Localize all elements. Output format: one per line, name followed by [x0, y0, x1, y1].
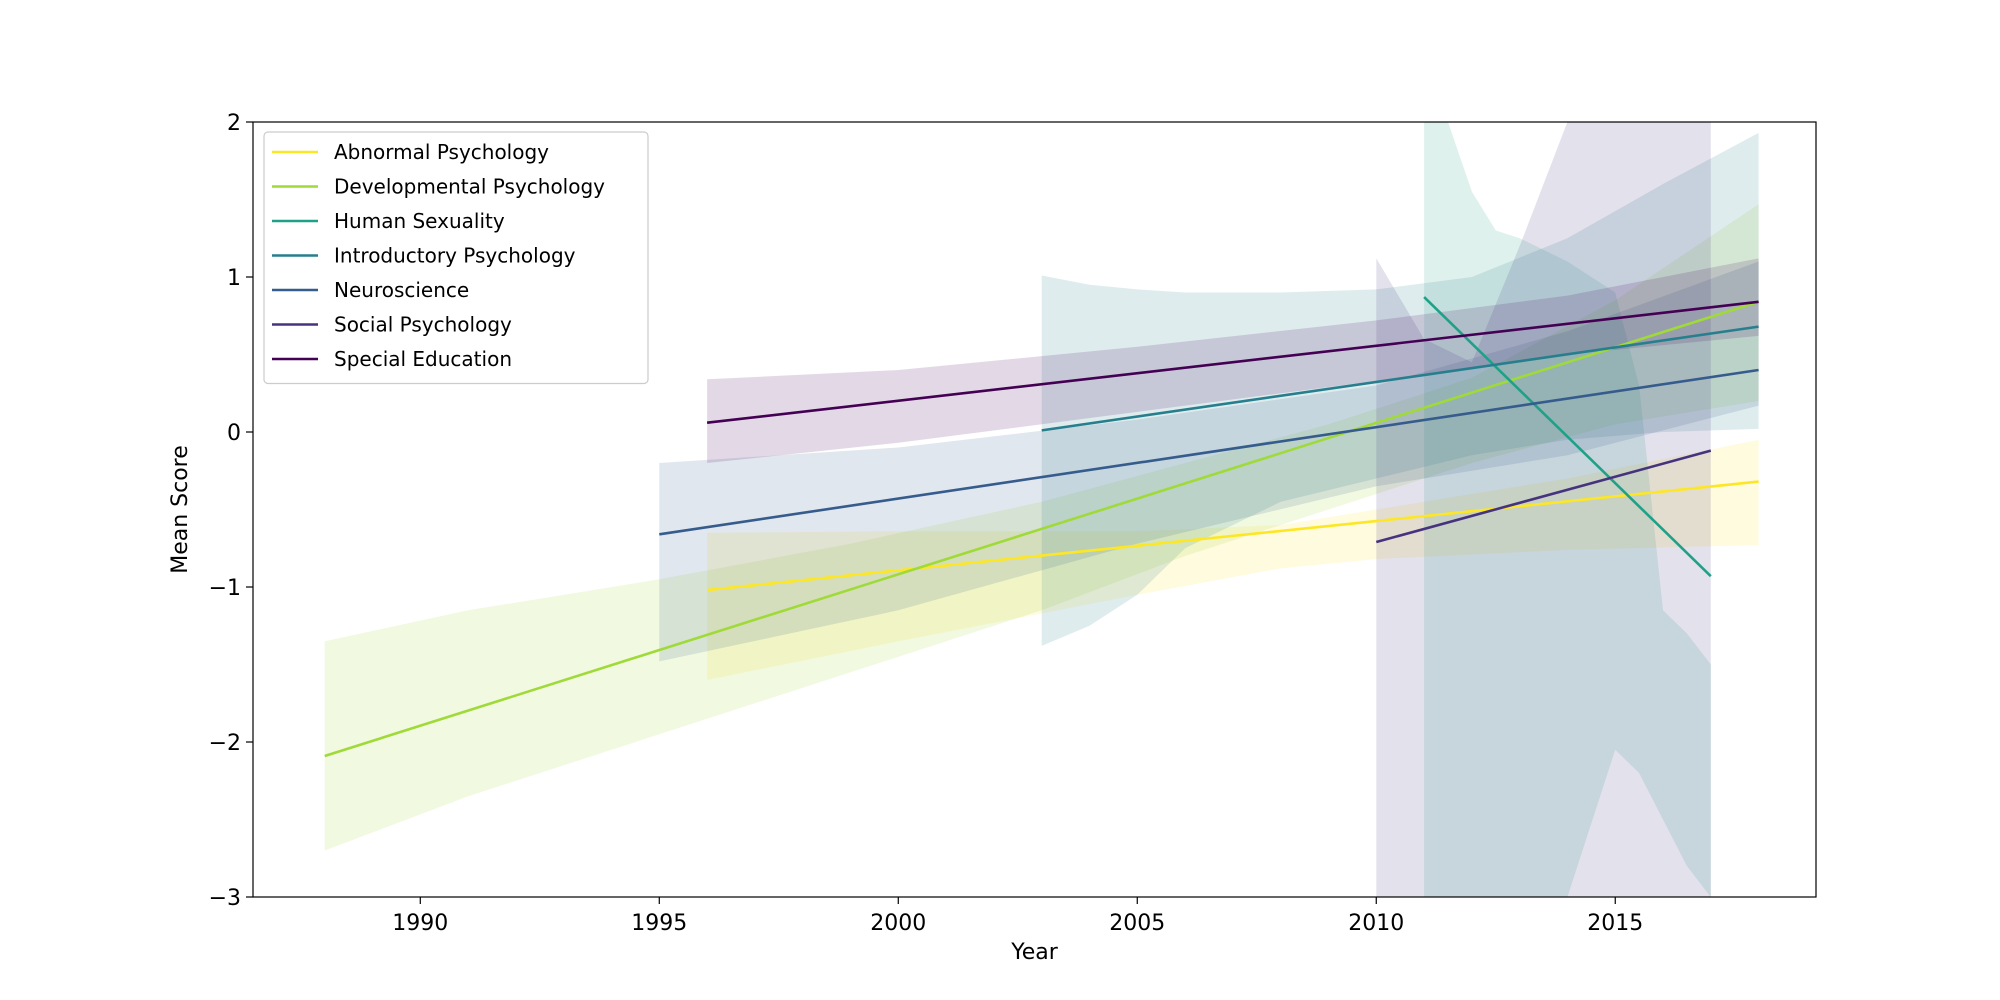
- plot-frame: [252, 121, 1817, 898]
- y-tick-label: 0: [227, 421, 241, 446]
- legend-label-neuroscience: Neuroscience: [334, 278, 469, 302]
- line-social-psychology: [1375, 449, 1712, 544]
- line-special-education: [706, 300, 1759, 424]
- y-axis-label: Mean Score: [168, 445, 193, 574]
- line-introductory-psychology: [1041, 325, 1759, 432]
- legend-label-social-psychology: Social Psychology: [334, 313, 512, 337]
- legend-label-human-sexuality: Human Sexuality: [334, 209, 505, 233]
- band-neuroscience: [659, 261, 1759, 662]
- x-tick-label: 1990: [392, 911, 448, 936]
- legend-box: [263, 131, 649, 385]
- x-tick-label: 2000: [870, 911, 926, 936]
- line-human-sexuality: [1423, 296, 1712, 578]
- band-introductory-psychology: [1041, 132, 1759, 646]
- x-tick-label: 2010: [1348, 911, 1404, 936]
- line-neuroscience: [659, 368, 1759, 536]
- band-developmental-psychology: [324, 204, 1759, 851]
- x-tick-label: 2015: [1587, 911, 1643, 936]
- series-lines: [324, 296, 1759, 758]
- x-axis-label: Year: [1010, 940, 1059, 965]
- x-tick-label: 1995: [631, 911, 687, 936]
- band-human-sexuality: [1424, 122, 1711, 897]
- x-tick-label: 2005: [1109, 911, 1165, 936]
- legend: Abnormal Psychology Developmental Psychol…: [263, 131, 649, 385]
- y-axis: −3 −2 −1 0 1 2: [209, 111, 253, 911]
- x-axis: 1990 1995 2000 2005 2010 2015: [392, 897, 1643, 936]
- legend-label-special-education: Special Education: [334, 347, 512, 371]
- legend-label-introductory-psychology: Introductory Psychology: [334, 244, 576, 268]
- y-tick-label: −1: [209, 576, 241, 601]
- legend-label-abnormal-psychology: Abnormal Psychology: [334, 140, 549, 164]
- y-tick-label: 2: [227, 111, 241, 136]
- legend-label-developmental-psychology: Developmental Psychology: [334, 175, 605, 199]
- line-abnormal-psychology: [706, 480, 1759, 592]
- band-special-education: [707, 258, 1759, 463]
- y-tick-label: 1: [227, 266, 241, 291]
- y-tick-label: −2: [209, 731, 241, 756]
- y-tick-label: −3: [209, 886, 241, 911]
- line-developmental-psychology: [324, 300, 1759, 758]
- band-abnormal-psychology: [707, 439, 1759, 680]
